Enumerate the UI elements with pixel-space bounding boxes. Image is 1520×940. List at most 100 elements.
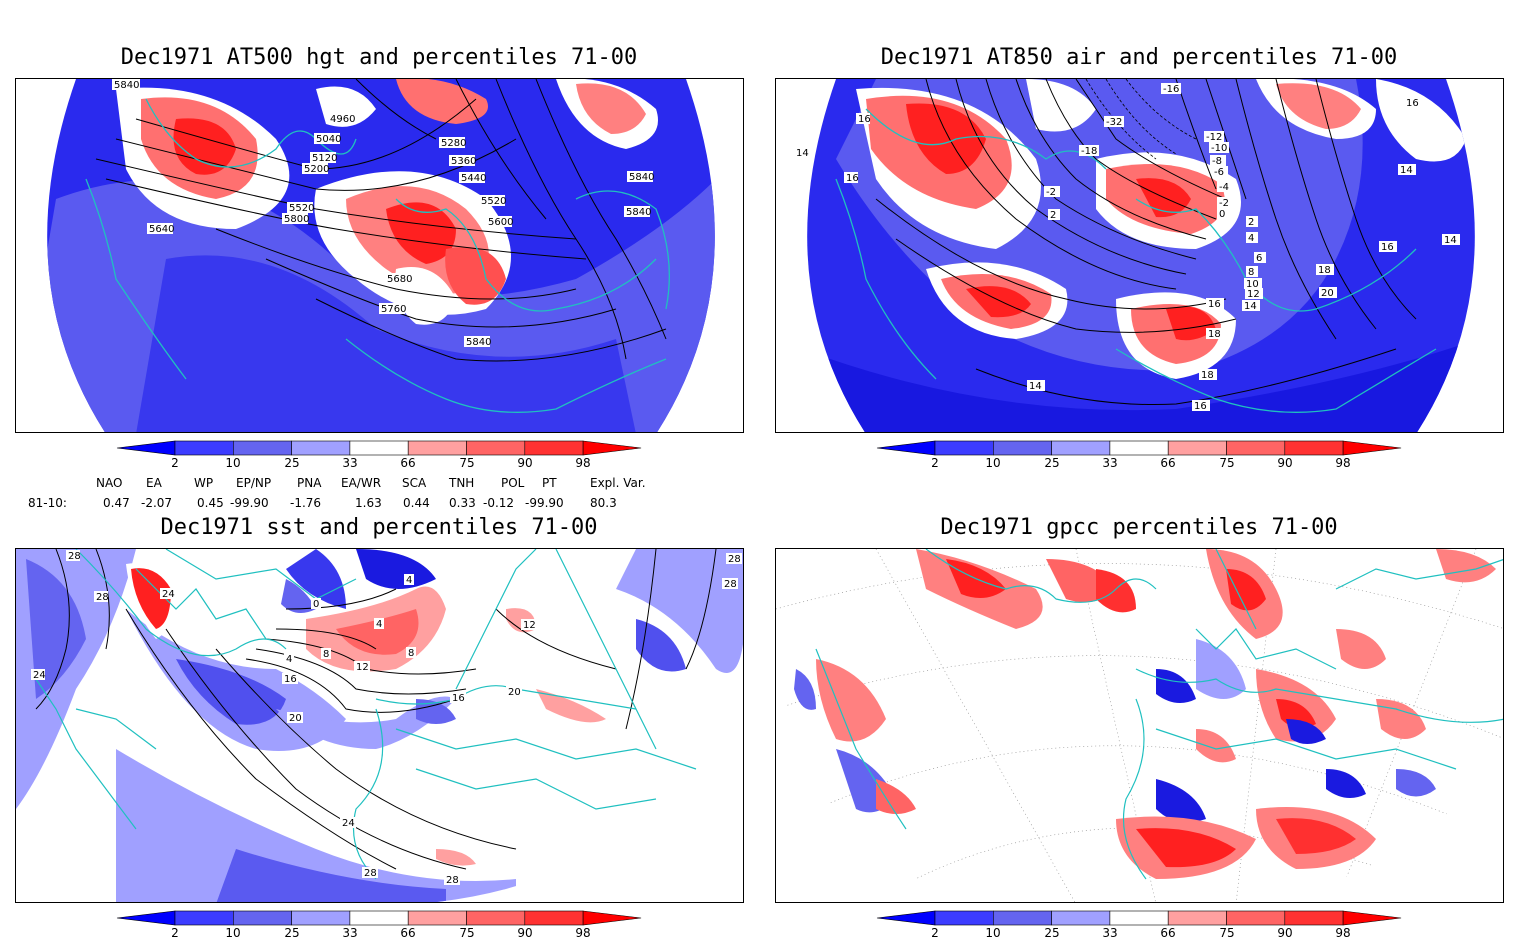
svg-text:-6: -6 (1214, 167, 1224, 178)
svg-text:20: 20 (508, 687, 521, 698)
colorbar-tick: 66 (1160, 926, 1176, 940)
contour-label: 4 (374, 618, 384, 630)
hgt-contour-labels: 5840 4960 5040 5120 5200 5280 5360 5440 … (112, 79, 654, 348)
svg-text:18: 18 (1318, 265, 1331, 276)
map-panel-hgt: 5840 4960 5040 5120 5200 5280 5360 5440 … (15, 78, 744, 433)
contour-label: 5760 (379, 303, 406, 315)
colorbar-tick: 10 (225, 456, 241, 470)
svg-text:14: 14 (1029, 381, 1042, 392)
svg-text:4: 4 (286, 654, 292, 665)
contour-label: -8 (1210, 155, 1226, 167)
colorbar-tick: 90 (517, 456, 533, 470)
index-value: -2.07 (141, 496, 173, 510)
svg-text:12: 12 (523, 620, 536, 631)
contour-label: 8 (321, 648, 331, 660)
colorbar-segment (116, 440, 176, 456)
sst-contour-labels: 28 28 24 24 0 4 4 8 12 16 20 20 24 28 28… (31, 550, 742, 886)
index-value: -99.90 (525, 496, 564, 510)
svg-text:14: 14 (1244, 301, 1257, 312)
svg-text:4960: 4960 (330, 114, 355, 125)
colorbar-tick: 90 (1277, 926, 1293, 940)
svg-text:5840: 5840 (466, 337, 491, 348)
svg-text:16: 16 (284, 674, 297, 685)
contour-label: 16 (844, 172, 859, 184)
colorbar-tick: 75 (459, 926, 475, 940)
colorbar-tick: 25 (284, 926, 300, 940)
svg-text:28: 28 (446, 875, 459, 886)
colorbar-segment (233, 440, 292, 456)
svg-text:5800: 5800 (284, 214, 309, 225)
map-panel-air: 16 14 16 -16 -18 -32 -12 -10 -8 -6 -4 -2… (775, 78, 1504, 433)
svg-text:5840: 5840 (114, 80, 139, 91)
panel-title-air: Dec1971 AT850 air and percentiles 71-00 (880, 45, 1398, 70)
contour-label: 16 (856, 113, 871, 125)
contour-label: 16 (1379, 241, 1397, 253)
svg-text:4: 4 (376, 619, 382, 630)
colorbar-bottom-right (876, 910, 1402, 926)
contour-label: 20 (1319, 287, 1337, 299)
index-header: EP/NP (236, 476, 272, 490)
svg-text:5840: 5840 (626, 207, 651, 218)
index-header: NAO (96, 476, 123, 490)
colorbar-tick: 66 (400, 926, 416, 940)
colorbar-top-left (116, 440, 642, 456)
svg-text:5360: 5360 (451, 156, 476, 167)
map-air-svg: 16 14 16 -16 -18 -32 -12 -10 -8 -6 -4 -2… (794, 79, 1475, 432)
index-row-label: 81-10: (28, 496, 67, 510)
colorbar-tick: 33 (342, 456, 358, 470)
svg-text:20: 20 (289, 713, 302, 724)
svg-text:5520: 5520 (481, 196, 506, 207)
colorbar-tick: 90 (517, 926, 533, 940)
svg-text:5520: 5520 (289, 203, 314, 214)
svg-text:5120: 5120 (312, 153, 337, 164)
svg-text:-18: -18 (1081, 146, 1097, 157)
svg-text:5280: 5280 (441, 138, 466, 149)
svg-text:28: 28 (728, 554, 741, 565)
colorbar-top-right (876, 440, 1402, 456)
contour-label: 5360 (449, 155, 476, 167)
contour-label: 24 (340, 817, 356, 829)
index-header: TNH (449, 476, 475, 490)
colorbar-tick: 25 (284, 456, 300, 470)
colorbar-tick: 2 (171, 456, 179, 470)
contour-label: 5840 (464, 336, 491, 348)
contour-label: 14 (794, 147, 809, 159)
contour-label: 12 (1245, 288, 1263, 300)
contour-label: 5840 (624, 206, 651, 218)
contour-label: 24 (160, 588, 175, 600)
contour-label: 18 (1316, 264, 1334, 276)
contour-label: 0 (311, 598, 321, 610)
contour-label: 5120 (310, 152, 337, 164)
contour-label: -2 (1217, 197, 1233, 209)
colorbar-segment (174, 910, 234, 926)
svg-text:20: 20 (1321, 288, 1334, 299)
svg-text:16: 16 (1406, 98, 1419, 109)
contour-label: 5520 (287, 202, 314, 214)
colorbar-segment (291, 910, 351, 926)
svg-text:16: 16 (1208, 299, 1221, 310)
contour-label: 28 (726, 553, 742, 565)
colorbar-tick: 98 (1335, 456, 1351, 470)
svg-text:6: 6 (1256, 253, 1262, 264)
colorbar-segment (1226, 910, 1286, 926)
svg-text:24: 24 (33, 670, 46, 681)
colorbar-segment (1284, 910, 1344, 926)
contour-label: 5200 (302, 163, 329, 175)
colorbar-tick: 98 (575, 456, 591, 470)
colorbar-tick: 33 (1102, 926, 1118, 940)
colorbar-segment (524, 440, 584, 456)
index-value: -1.76 (290, 496, 322, 510)
colorbar-segment (1167, 440, 1227, 456)
colorbar-segment (174, 440, 234, 456)
air-contour-labels: 16 14 16 -16 -18 -32 -12 -10 -8 -6 -4 -2… (794, 83, 1460, 412)
svg-text:4: 4 (1248, 233, 1254, 244)
colorbar-segment (233, 910, 292, 926)
svg-text:16: 16 (858, 114, 871, 125)
index-value: 0.44 (403, 496, 430, 510)
colorbar-tick: 2 (171, 926, 179, 940)
svg-text:-12: -12 (1206, 132, 1222, 143)
contour-label: -12 (1204, 131, 1224, 143)
svg-text:2: 2 (1248, 217, 1254, 228)
contour-label: -16 (1161, 83, 1181, 95)
contour-label: 18 (1206, 328, 1224, 340)
